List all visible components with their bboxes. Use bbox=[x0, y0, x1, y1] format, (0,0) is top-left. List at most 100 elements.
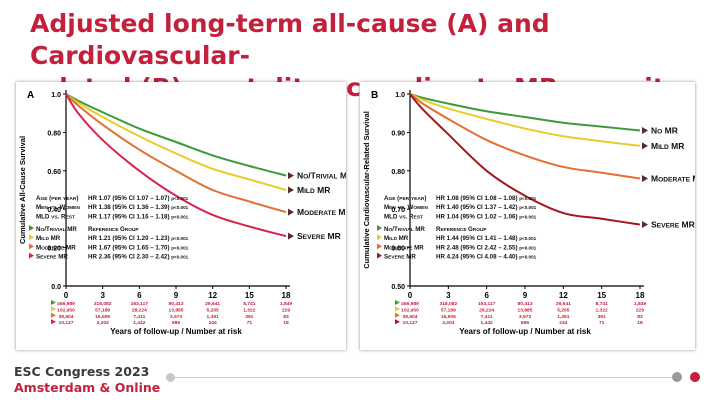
at-risk-value: 16,505 bbox=[441, 314, 456, 320]
at-risk-value: 5,205 bbox=[557, 307, 570, 313]
legend-label-no-mr: NO MR bbox=[651, 125, 678, 135]
hr-group-value: HR 1.21 (95% CI 1.20 – 1.23) p<0.001 bbox=[88, 235, 189, 242]
hr-group-marker bbox=[29, 243, 34, 250]
at-risk-marker bbox=[51, 312, 56, 318]
hr-covariate-value: HR 1.04 (95% CI 1.02 – 1.06) p<0.001 bbox=[436, 213, 537, 220]
at-risk-value: 18 bbox=[637, 320, 643, 326]
at-risk-value: 1,442 bbox=[481, 320, 494, 326]
series-line-severe-mr bbox=[409, 93, 641, 226]
x-tick-label: 18 bbox=[282, 291, 291, 300]
legend-label-mild-mr: MILD MR bbox=[651, 141, 684, 151]
hr-group-label: SEVERE MR bbox=[36, 254, 68, 261]
footer-divider bbox=[172, 377, 676, 378]
footer-dot-grey bbox=[672, 372, 682, 382]
at-risk-value: 83 bbox=[283, 314, 289, 320]
at-risk-marker bbox=[395, 300, 400, 305]
at-risk-value: 10,127 bbox=[403, 320, 418, 326]
at-risk-value: 1,322 bbox=[596, 307, 609, 313]
at-risk-marker bbox=[395, 319, 400, 325]
y-tick-label: 0.80 bbox=[391, 169, 405, 176]
hr-group-label: MILD MR bbox=[36, 235, 61, 242]
y-tick-label: 1.0 bbox=[51, 92, 61, 99]
legend-label-moderate-mr: MODERATE MR bbox=[651, 173, 695, 183]
at-risk-value: 71 bbox=[599, 320, 605, 326]
footer-dot-red bbox=[690, 372, 700, 382]
at-risk-value: 102,950 bbox=[401, 307, 419, 313]
at-risk-marker bbox=[51, 306, 56, 312]
series-line-moderate-mr bbox=[409, 93, 641, 180]
x-tick-label: 3 bbox=[446, 291, 451, 300]
series-line-moderate-mr bbox=[65, 93, 287, 214]
at-risk-marker bbox=[395, 312, 400, 318]
at-risk-value: 8,741 bbox=[243, 301, 256, 307]
hr-group-value: HR 2.48 (95% CI 2.42 – 2.55) p<0.001 bbox=[436, 244, 537, 251]
y-tick-label: 0.20 bbox=[47, 246, 61, 253]
at-risk-value: 686 bbox=[172, 320, 180, 326]
at-risk-value: 13,885 bbox=[169, 307, 184, 313]
series-end-arrow bbox=[288, 186, 294, 194]
hr-covariate-label: AGE (PER YEAR) bbox=[36, 195, 78, 202]
hr-group-label: SEVERE MR bbox=[384, 254, 416, 261]
series-line-mild-mr bbox=[65, 93, 287, 191]
hr-group-value: HR 2.36 (95% CI 2.30 – 2.42) p<0.001 bbox=[88, 254, 189, 261]
at-risk-value: 28,224 bbox=[132, 307, 147, 313]
at-risk-value: 163,117 bbox=[131, 301, 149, 307]
at-risk-value: 3,204 bbox=[97, 320, 110, 326]
x-axis-title: Years of follow-up / Number at risk bbox=[110, 327, 242, 336]
x-tick-label: 0 bbox=[408, 291, 413, 300]
legend-label-moderate-mr: MODERATE MR bbox=[297, 207, 346, 217]
at-risk-value: 456,989 bbox=[57, 301, 75, 307]
at-risk-value: 3,573 bbox=[170, 314, 183, 320]
hr-covariate-value: HR 1.38 (95% CI 1.36 – 1.39) p<0.001 bbox=[88, 204, 189, 211]
at-risk-value: 3,573 bbox=[519, 314, 532, 320]
series-end-arrow bbox=[288, 208, 294, 216]
hr-group-label: NO/TRIVIAL MR bbox=[36, 226, 77, 233]
y-tick-label: 0.80 bbox=[47, 130, 61, 137]
hr-covariate-value: HR 1.17 (95% CI 1.16 – 1.18) p<0.001 bbox=[88, 213, 189, 220]
slide-title-line-1: Adjusted long-term all-cause (A) and Car… bbox=[30, 9, 550, 70]
y-axis-title: Cumulative Cardiovascular-Related Surviv… bbox=[362, 111, 371, 269]
hr-covariate-label: AGE (PER YEAR) bbox=[384, 195, 426, 202]
series-line-no-mr bbox=[409, 93, 641, 132]
y-tick-label: 0.40 bbox=[47, 207, 61, 214]
series-end-arrow bbox=[642, 126, 648, 134]
at-risk-value: 7,411 bbox=[133, 314, 145, 320]
at-risk-value: 1,442 bbox=[133, 320, 146, 326]
x-tick-label: 15 bbox=[597, 291, 606, 300]
hr-group-value: HR 1.67 (95% CI 1.65 – 1.70) p<0.001 bbox=[88, 244, 189, 251]
hr-group-marker bbox=[377, 252, 382, 259]
legend-label-mild-mr: MILD MR bbox=[297, 185, 330, 195]
hr-group-value: REFERENCE GROUP bbox=[436, 226, 487, 233]
at-risk-value: 38,504 bbox=[59, 314, 74, 320]
hr-group-marker bbox=[377, 243, 382, 250]
x-tick-label: 6 bbox=[137, 291, 142, 300]
x-axis-title: Years of follow-up / Number at risk bbox=[459, 327, 591, 336]
at-risk-value: 5,205 bbox=[207, 307, 220, 313]
at-risk-marker bbox=[395, 306, 400, 312]
hr-covariate-label: MLD VS. REST bbox=[36, 213, 75, 220]
at-risk-value: 1,322 bbox=[243, 307, 256, 313]
chart-panel-b: B 0.50 0.60 0.70 0.80 0.90 1.0 0 3 6 9 12 15 18 Cumula… bbox=[360, 82, 695, 350]
panel-letter: A bbox=[27, 90, 34, 101]
at-risk-marker bbox=[51, 300, 56, 305]
x-tick-label: 15 bbox=[245, 291, 254, 300]
series-line-no-trivial-mr bbox=[65, 93, 287, 177]
at-risk-value: 456,989 bbox=[401, 301, 419, 307]
x-tick-label: 0 bbox=[64, 291, 69, 300]
x-tick-label: 18 bbox=[636, 291, 645, 300]
series-end-arrow bbox=[642, 221, 648, 229]
at-risk-value: 1,391 bbox=[207, 314, 220, 320]
hr-group-label: MODERATE MR bbox=[36, 244, 76, 251]
hr-covariate-value: HR 1.07 (95% CI 1.07 – 1.07) p<0.001 bbox=[88, 195, 189, 202]
at-risk-value: 391 bbox=[598, 314, 606, 320]
congress-location: Amsterdam & Online bbox=[14, 380, 161, 395]
y-tick-label: 0.0 bbox=[51, 284, 61, 291]
at-risk-value: 102,950 bbox=[57, 307, 75, 313]
at-risk-value: 229 bbox=[282, 307, 290, 313]
at-risk-value: 80,413 bbox=[518, 301, 533, 307]
y-axis-title: Cumulative All-Cause Survival bbox=[18, 136, 27, 244]
at-risk-value: 29,641 bbox=[205, 301, 220, 307]
panel-letter: B bbox=[371, 90, 378, 101]
hr-group-marker bbox=[29, 234, 34, 241]
at-risk-value: 13,885 bbox=[518, 307, 533, 313]
